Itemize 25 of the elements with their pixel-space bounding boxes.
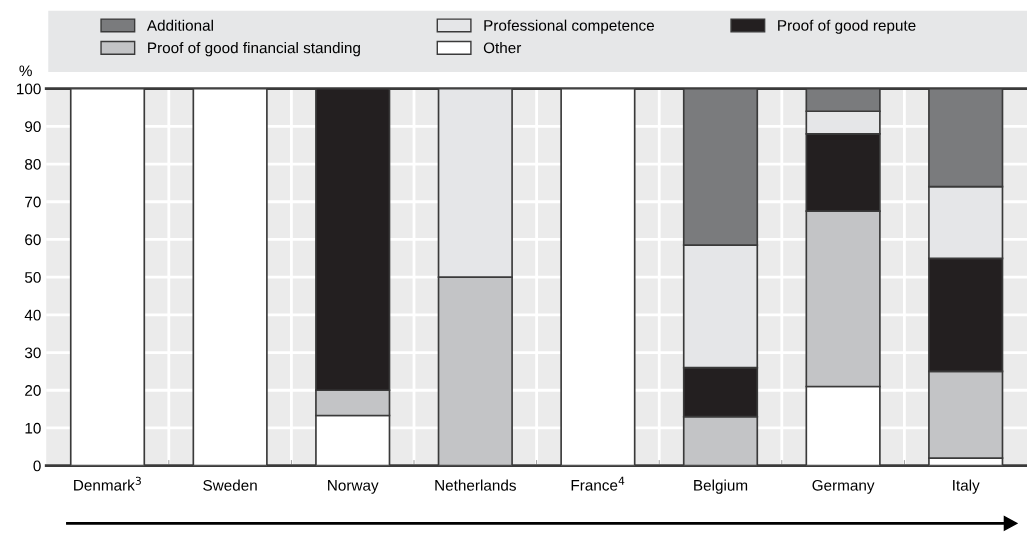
y-tick-label: 50 [24,272,41,283]
y-tick-label: 40 [24,309,41,321]
x-tick-label: Italy [953,479,980,494]
legend-label: Other [483,42,522,54]
y-tick-label: 10 [25,422,41,434]
x-tick-label: Belgium [694,479,748,494]
y-tick-label: 90 [25,121,41,133]
x-tick-label: France$^{4}$ [571,476,625,491]
y-axis-title: % [19,65,32,77]
y-tick-label: 60 [25,234,41,246]
x-tick-label: Germany [812,479,875,494]
legend-label: Proof of good repute [778,19,916,34]
legend-label: Proof of good financial standing [148,42,360,57]
legend-label: Additional [146,19,213,31]
y-tick-label: 20 [25,385,41,396]
y-tick-label: 0 [33,460,41,472]
y-tick-label: 80 [25,158,41,170]
x-tick-label: Netherlands [435,479,516,491]
y-tick-label: 70 [25,196,41,208]
x-tick-label: Sweden [203,479,257,491]
y-tick-label: 100 [17,83,41,95]
legend-label: Professional competence [484,19,654,34]
y-tick-label: 30 [24,347,41,359]
x-tick-label: Denmark$^{3}$ [74,476,141,491]
x-tick-label: Norway [328,480,379,494]
